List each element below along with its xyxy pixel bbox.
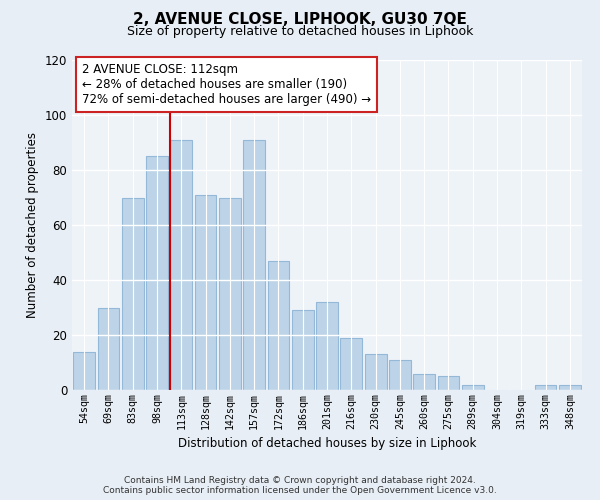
Bar [413,374,435,390]
Text: 2 AVENUE CLOSE: 112sqm
← 28% of detached houses are smaller (190)
72% of semi-de: 2 AVENUE CLOSE: 112sqm ← 28% of detached… [82,64,371,106]
Bar [535,384,556,390]
Bar [462,384,484,390]
Bar [170,140,192,390]
Bar [146,156,168,390]
Bar [122,198,143,390]
Text: Contains HM Land Registry data © Crown copyright and database right 2024.
Contai: Contains HM Land Registry data © Crown c… [103,476,497,495]
Bar [292,310,314,390]
Bar [268,261,289,390]
Y-axis label: Number of detached properties: Number of detached properties [26,132,39,318]
Bar [559,384,581,390]
Bar [243,140,265,390]
Bar [437,376,460,390]
Text: 2, AVENUE CLOSE, LIPHOOK, GU30 7QE: 2, AVENUE CLOSE, LIPHOOK, GU30 7QE [133,12,467,28]
Bar [219,198,241,390]
Bar [389,360,411,390]
Bar [73,352,95,390]
Bar [97,308,119,390]
Bar [340,338,362,390]
Bar [194,194,217,390]
Text: Size of property relative to detached houses in Liphook: Size of property relative to detached ho… [127,25,473,38]
Bar [365,354,386,390]
X-axis label: Distribution of detached houses by size in Liphook: Distribution of detached houses by size … [178,437,476,450]
Bar [316,302,338,390]
